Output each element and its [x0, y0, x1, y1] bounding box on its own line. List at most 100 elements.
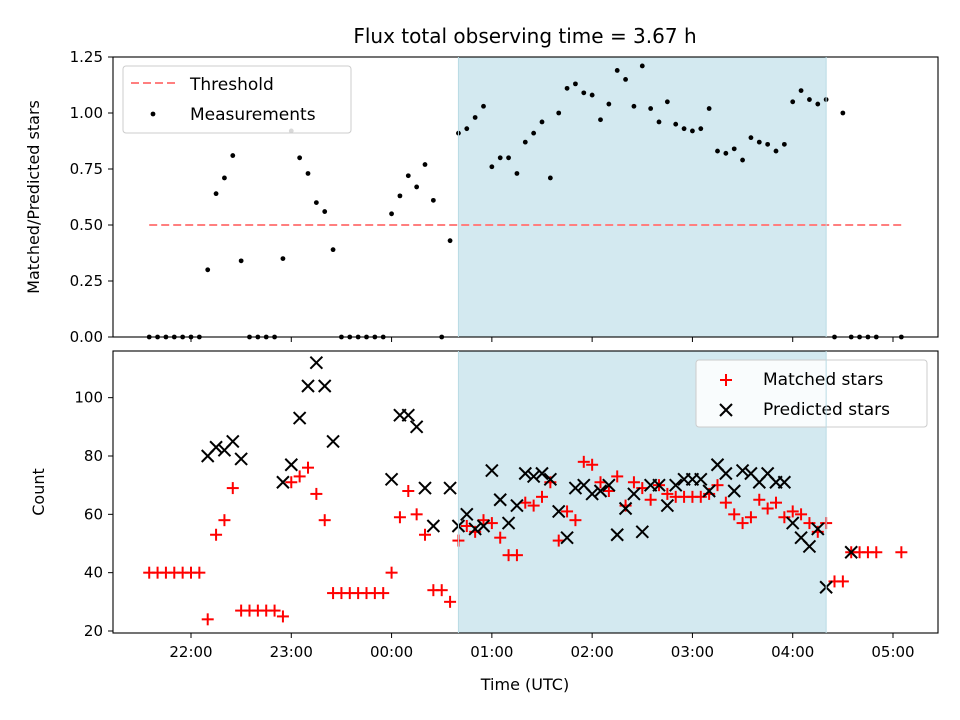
matched-star-point [711, 479, 724, 492]
x-tick-label: 02:00 [571, 643, 614, 661]
measurement-point [547, 175, 553, 181]
measurement-point [773, 148, 779, 154]
predicted-star-point [777, 475, 792, 489]
predicted-star-point [443, 481, 457, 495]
measurement-point [522, 139, 528, 145]
measurement-point [581, 90, 587, 96]
measurement-point [706, 106, 712, 111]
legend-ratio-frame [122, 65, 352, 134]
measurement-point [648, 106, 654, 111]
measurement-point [472, 115, 478, 120]
matched-star-point [318, 514, 331, 527]
predicted-star-point [384, 472, 399, 487]
x-stroke-b [727, 484, 741, 498]
measurement-point [230, 153, 236, 158]
matched-star-point [519, 496, 532, 509]
matched-star-point [444, 595, 457, 608]
x-tick-label: 04:00 [771, 643, 814, 661]
matched-star-point [895, 546, 908, 559]
x-tick-label: 01:00 [470, 643, 513, 661]
x-stroke-b [510, 498, 524, 513]
x-stroke-b [585, 487, 599, 501]
predicted-star-point [301, 379, 315, 393]
measurement-point [631, 103, 637, 109]
predicted-star-point [618, 501, 633, 516]
matched-star-point [485, 517, 498, 530]
matched-star-point [761, 502, 774, 515]
y-axis-label-ratio: Matched/Predicted stars [24, 100, 43, 294]
predicted-star-point [719, 466, 733, 481]
measurement-point [514, 171, 520, 176]
measurement-point [497, 155, 503, 161]
legend-ratio: Threshold Measurements [122, 65, 352, 134]
y-axis-label-count: Count [29, 468, 48, 516]
predicted-star-point [660, 498, 675, 513]
measurement-point [614, 68, 620, 73]
y-tick-label: 0.00 [70, 328, 103, 346]
y-tick-label: 100 [74, 389, 103, 407]
measurement-point [405, 173, 411, 179]
x-stroke-b [401, 408, 415, 422]
predicted-star-point [485, 463, 499, 478]
predicted-star-point [627, 487, 641, 501]
matched-star-point [536, 490, 548, 503]
predicted-star-point [318, 379, 332, 393]
measurement-point [414, 184, 420, 190]
matched-star-point [577, 455, 590, 468]
x-tick-label: 00:00 [370, 643, 413, 661]
measurement-point [481, 103, 486, 109]
predicted-star-point [234, 452, 248, 466]
matched-star-point [310, 487, 323, 500]
measurement-point [815, 101, 821, 107]
matched-star-point [836, 575, 849, 588]
matched-star-point [636, 482, 649, 495]
measurement-point [564, 85, 570, 91]
x-stroke-b [276, 475, 290, 489]
measurement-point [238, 258, 244, 264]
y-tick-label: 0.25 [70, 272, 103, 290]
measurement-point [748, 135, 754, 141]
measurement-point [297, 155, 303, 161]
x-stroke-b [209, 440, 223, 454]
x-stroke-b [794, 530, 808, 545]
y-tick-label: 1.25 [70, 48, 103, 66]
x-stroke-b [844, 545, 858, 559]
x-stroke-b [669, 478, 683, 492]
x-stroke-b [284, 458, 298, 472]
chart-title: Flux total observing time = 3.67 h [353, 24, 696, 48]
x-stroke-b [234, 452, 248, 466]
measurement-point [305, 171, 311, 176]
legend-matched-label: Matched stars [763, 370, 883, 390]
matched-star-point [602, 485, 615, 497]
measurement-point [807, 97, 812, 102]
matched-star-point [285, 476, 298, 489]
x-stroke-b [426, 519, 441, 533]
predicted-star-point [602, 478, 616, 492]
matched-star-point [594, 476, 607, 489]
matched-star-point [728, 508, 741, 521]
measurement-point [840, 110, 846, 116]
matched-star-point [218, 514, 231, 527]
measurement-point [781, 141, 787, 147]
legend-predicted-swatch [719, 403, 733, 417]
panel-count: 20 40 60 80 100 22:00 23:00 00:00 01:00 02:00 03:… [29, 350, 939, 694]
measurement-points [146, 63, 904, 340]
x-ticks-ratio [190, 337, 894, 342]
predicted-star-point [401, 408, 415, 422]
x-stroke-b [568, 481, 583, 495]
measurement-point [723, 150, 729, 156]
matched-star-point [410, 508, 423, 521]
matched-star-point [561, 505, 574, 518]
measurement-point [656, 119, 662, 125]
matched-star-point [193, 566, 206, 579]
predicted-star-point [635, 525, 649, 539]
matched-star-point [870, 546, 883, 559]
x-stroke-b [577, 478, 591, 492]
x-stroke-b [618, 501, 633, 516]
x-stroke-b [760, 466, 775, 481]
x-stroke-b [518, 466, 532, 481]
predicted-star-point [568, 481, 583, 495]
measurement-point [213, 191, 219, 197]
measurement-point [205, 267, 211, 273]
matched-star-point [477, 514, 490, 527]
